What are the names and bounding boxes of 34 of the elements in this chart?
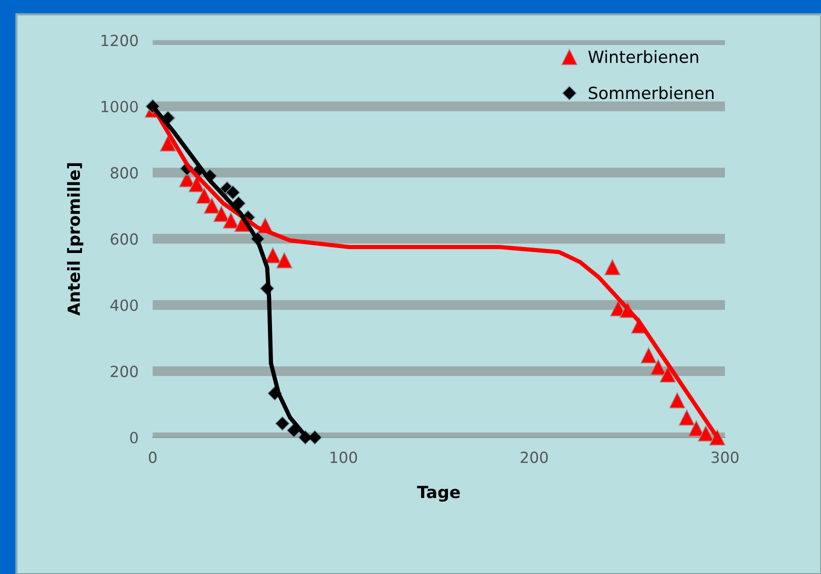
- point: [276, 252, 292, 268]
- y-tick-label: 200: [110, 366, 138, 378]
- point: [160, 135, 176, 152]
- point: [222, 212, 239, 229]
- y-tick-label: 0: [130, 432, 138, 444]
- point: [213, 206, 230, 222]
- y-tick-label: 600: [110, 233, 138, 245]
- point: [226, 185, 240, 200]
- x-tick-label: 100: [330, 452, 358, 464]
- y-axis-title: Anteil [promille]: [67, 163, 84, 316]
- point: [204, 198, 220, 214]
- point: [678, 409, 695, 426]
- point: [650, 359, 666, 376]
- x-tick-label: 0: [148, 452, 157, 464]
- point: [640, 347, 657, 364]
- x-tick-label: 300: [712, 452, 739, 464]
- point: [275, 416, 290, 431]
- point: [669, 392, 686, 408]
- point: [188, 176, 205, 192]
- point: [688, 420, 704, 437]
- point: [308, 430, 322, 445]
- y-tick-label: 1200: [102, 34, 138, 46]
- x-tick-label: 200: [520, 452, 548, 464]
- legend-label: Sommerbienen: [588, 86, 714, 100]
- point: [604, 259, 620, 276]
- point: [196, 188, 212, 204]
- point: [660, 366, 676, 383]
- legend-label: Winterbienen: [588, 50, 698, 64]
- y-tick-label: 800: [110, 167, 138, 179]
- point: [264, 247, 281, 264]
- point: [698, 425, 714, 442]
- x-axis-title: Tage: [417, 486, 460, 502]
- y-tick-label: 1000: [102, 100, 138, 112]
- y-tick-label: 400: [110, 299, 138, 312]
